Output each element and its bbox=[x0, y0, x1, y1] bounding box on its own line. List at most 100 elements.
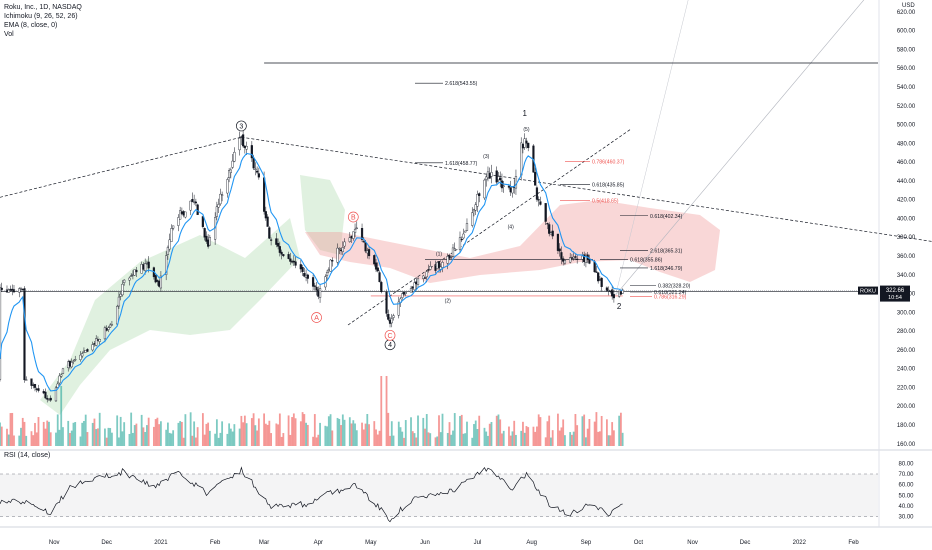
candle-body bbox=[5, 289, 9, 293]
volume-bar bbox=[403, 437, 405, 446]
candle-body bbox=[448, 255, 451, 259]
volume-bar bbox=[424, 428, 426, 446]
candle-body bbox=[551, 230, 554, 237]
price-tick-label: 300.00 bbox=[897, 310, 916, 316]
candle-body bbox=[109, 324, 112, 328]
rsi-legend[interactable]: RSI (14, close) bbox=[4, 452, 51, 459]
volume-bar bbox=[534, 431, 537, 446]
candle-body bbox=[446, 256, 449, 264]
volume-bar bbox=[35, 432, 38, 446]
volume-bar bbox=[104, 428, 106, 446]
candle-body bbox=[79, 354, 82, 360]
last-price-value: 322.66 bbox=[886, 288, 905, 294]
volume-bar bbox=[268, 420, 271, 446]
candle-body bbox=[269, 239, 273, 241]
volume-bar bbox=[450, 434, 453, 446]
candle-body bbox=[611, 289, 614, 297]
candle-body bbox=[33, 384, 37, 388]
candle-body bbox=[576, 258, 579, 260]
volume-bar bbox=[7, 434, 10, 446]
wave-label: 3 bbox=[239, 123, 243, 130]
candle-body bbox=[537, 199, 540, 201]
candle-body bbox=[159, 275, 163, 289]
candle-body bbox=[425, 271, 428, 278]
volume-bar bbox=[280, 436, 283, 446]
volume-bar bbox=[597, 431, 600, 446]
volume-bar bbox=[348, 417, 351, 446]
volume-bar bbox=[154, 419, 157, 446]
volume-bar bbox=[264, 423, 267, 446]
candle-body bbox=[360, 228, 364, 240]
candle-body bbox=[61, 368, 65, 374]
candle-body bbox=[402, 292, 406, 295]
wave-label: (3) bbox=[483, 154, 489, 160]
candle-body bbox=[376, 267, 379, 272]
candle-body bbox=[205, 235, 208, 242]
legend-volume[interactable]: Vol bbox=[4, 31, 14, 38]
volume-bar bbox=[6, 428, 8, 446]
volume-bar bbox=[34, 422, 36, 446]
volume-bar bbox=[180, 421, 183, 446]
volume-bar bbox=[551, 430, 554, 446]
volume-bar bbox=[46, 420, 49, 446]
cloud-bullish bbox=[300, 175, 345, 255]
volume-bar bbox=[70, 430, 73, 446]
volume-bar bbox=[557, 413, 559, 446]
candle-body bbox=[287, 254, 290, 259]
volume-bar bbox=[20, 427, 22, 446]
candle-body bbox=[72, 360, 75, 362]
price-tick-label: 160.00 bbox=[897, 442, 916, 448]
candle-body bbox=[166, 247, 170, 255]
trendline-upper-left bbox=[0, 136, 242, 198]
candle-body bbox=[140, 263, 143, 274]
volume-bar bbox=[522, 421, 524, 446]
candle-body bbox=[191, 199, 194, 202]
volume-bar bbox=[238, 428, 241, 446]
rsi-tick-label: 50.00 bbox=[898, 493, 914, 499]
volume-bar bbox=[324, 425, 327, 446]
candle-body bbox=[242, 134, 245, 147]
candle-body bbox=[201, 216, 204, 228]
volume-bar bbox=[56, 414, 59, 446]
volume-bar bbox=[562, 419, 565, 446]
volume-bar bbox=[306, 424, 309, 446]
volume-bar bbox=[368, 424, 370, 446]
volume-bar bbox=[336, 417, 339, 446]
volume-bar bbox=[0, 426, 3, 446]
candle-body bbox=[315, 286, 318, 291]
volume-bar bbox=[95, 429, 98, 446]
currency-label: USD bbox=[902, 3, 915, 9]
volume-bar bbox=[0, 422, 1, 446]
candle-body bbox=[182, 211, 185, 216]
volume-bar bbox=[203, 434, 206, 446]
legend-ichimoku[interactable]: Ichimoku (9, 26, 52, 26) bbox=[4, 13, 78, 20]
legend-ema[interactable]: EMA (8, close, 0) bbox=[4, 22, 58, 29]
candle-body bbox=[352, 231, 355, 239]
candle-body bbox=[25, 379, 28, 381]
volume-bar bbox=[459, 416, 461, 446]
legend-symbol[interactable]: Roku, Inc., 1D, NASDAQ bbox=[4, 4, 82, 11]
candle-body bbox=[527, 142, 530, 149]
candle-body bbox=[366, 250, 369, 254]
volume-bar bbox=[417, 415, 419, 446]
candle-body bbox=[221, 194, 224, 196]
volume-bar bbox=[42, 421, 45, 446]
candle-body bbox=[581, 255, 584, 260]
volume-bar bbox=[93, 418, 96, 446]
price-axis: 160.00 180.00 200.00 220.00 240.00 260.00 280.… bbox=[897, 10, 916, 448]
volume-bar bbox=[509, 435, 512, 446]
candle-body bbox=[570, 257, 574, 259]
chart-legend: Roku, Inc., 1D, NASDAQ Ichimoku (9, 26, … bbox=[4, 3, 82, 39]
time-tick-label: Sep bbox=[581, 540, 592, 546]
trendline-channel bbox=[347, 129, 631, 326]
rsi-tick-label: 60.00 bbox=[898, 483, 914, 489]
candle-body bbox=[219, 193, 222, 205]
candle-body bbox=[339, 249, 343, 251]
volume-bar bbox=[229, 428, 232, 446]
volume-bar bbox=[121, 431, 124, 446]
volume-bar bbox=[116, 415, 119, 446]
candle-body bbox=[317, 289, 320, 297]
price-tick-label: 200.00 bbox=[897, 404, 916, 410]
candle-body bbox=[262, 177, 266, 212]
